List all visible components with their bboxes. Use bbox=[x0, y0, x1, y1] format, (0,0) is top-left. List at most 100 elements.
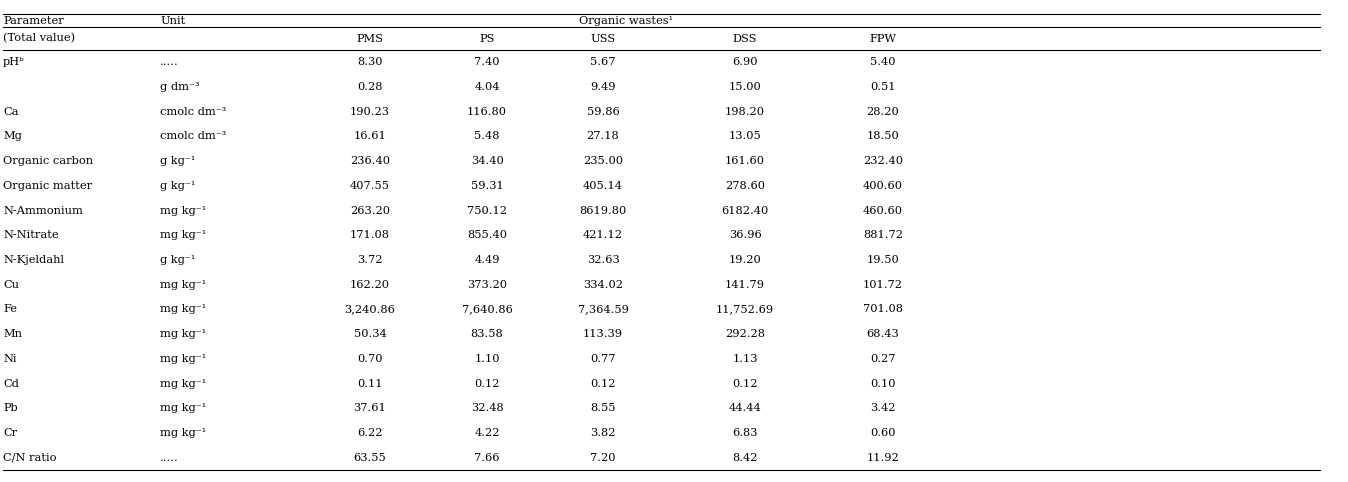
Text: 421.12: 421.12 bbox=[582, 230, 623, 241]
Text: 7.20: 7.20 bbox=[590, 453, 616, 463]
Text: pHᵇ: pHᵇ bbox=[3, 57, 24, 67]
Text: 15.00: 15.00 bbox=[729, 82, 762, 92]
Text: 37.61: 37.61 bbox=[353, 403, 387, 413]
Text: Ca: Ca bbox=[3, 107, 19, 117]
Text: 198.20: 198.20 bbox=[725, 107, 766, 117]
Text: 116.80: 116.80 bbox=[466, 107, 507, 117]
Text: 7,364.59: 7,364.59 bbox=[577, 305, 628, 314]
Text: 101.72: 101.72 bbox=[863, 280, 903, 290]
Text: Cd: Cd bbox=[3, 378, 19, 388]
Text: Mg: Mg bbox=[3, 132, 22, 142]
Text: 263.20: 263.20 bbox=[350, 206, 390, 215]
Text: C/N ratio: C/N ratio bbox=[3, 453, 57, 463]
Text: 68.43: 68.43 bbox=[867, 329, 899, 339]
Text: g kg⁻¹: g kg⁻¹ bbox=[160, 156, 195, 166]
Text: g kg⁻¹: g kg⁻¹ bbox=[160, 255, 195, 265]
Text: 400.60: 400.60 bbox=[863, 181, 903, 191]
Text: 1.13: 1.13 bbox=[732, 354, 758, 364]
Text: 1.10: 1.10 bbox=[474, 354, 500, 364]
Text: 27.18: 27.18 bbox=[586, 132, 619, 142]
Text: 18.50: 18.50 bbox=[867, 132, 899, 142]
Text: 0.28: 0.28 bbox=[357, 82, 383, 92]
Text: g dm⁻³: g dm⁻³ bbox=[160, 82, 200, 92]
Text: (Total value): (Total value) bbox=[3, 33, 75, 44]
Text: 59.31: 59.31 bbox=[470, 181, 503, 191]
Text: mg kg⁻¹: mg kg⁻¹ bbox=[160, 378, 206, 388]
Text: 0.12: 0.12 bbox=[474, 378, 500, 388]
Text: 83.58: 83.58 bbox=[470, 329, 503, 339]
Text: 34.40: 34.40 bbox=[470, 156, 503, 166]
Text: 0.77: 0.77 bbox=[590, 354, 616, 364]
Text: 334.02: 334.02 bbox=[582, 280, 623, 290]
Text: 8.30: 8.30 bbox=[357, 57, 383, 67]
Text: 460.60: 460.60 bbox=[863, 206, 903, 215]
Text: 7.40: 7.40 bbox=[474, 57, 500, 67]
Text: Fe: Fe bbox=[3, 305, 18, 314]
Text: 235.00: 235.00 bbox=[582, 156, 623, 166]
Text: 141.79: 141.79 bbox=[725, 280, 766, 290]
Text: 6.22: 6.22 bbox=[357, 428, 383, 438]
Text: 5.67: 5.67 bbox=[590, 57, 616, 67]
Text: 8.42: 8.42 bbox=[732, 453, 758, 463]
Text: 5.48: 5.48 bbox=[474, 132, 500, 142]
Text: 16.61: 16.61 bbox=[353, 132, 387, 142]
Text: 9.49: 9.49 bbox=[590, 82, 616, 92]
Text: 4.04: 4.04 bbox=[474, 82, 500, 92]
Text: Parameter: Parameter bbox=[3, 15, 63, 26]
Text: 3.72: 3.72 bbox=[357, 255, 383, 265]
Text: 6182.40: 6182.40 bbox=[721, 206, 768, 215]
Text: USS: USS bbox=[590, 34, 616, 43]
Text: 0.10: 0.10 bbox=[871, 378, 896, 388]
Text: mg kg⁻¹: mg kg⁻¹ bbox=[160, 403, 206, 413]
Text: 3.82: 3.82 bbox=[590, 428, 616, 438]
Text: mg kg⁻¹: mg kg⁻¹ bbox=[160, 428, 206, 438]
Text: g kg⁻¹: g kg⁻¹ bbox=[160, 181, 195, 191]
Text: 162.20: 162.20 bbox=[350, 280, 390, 290]
Text: 50.34: 50.34 bbox=[353, 329, 387, 339]
Text: mg kg⁻¹: mg kg⁻¹ bbox=[160, 230, 206, 241]
Text: N-Nitrate: N-Nitrate bbox=[3, 230, 58, 241]
Text: mg kg⁻¹: mg kg⁻¹ bbox=[160, 280, 206, 290]
Text: N-Ammonium: N-Ammonium bbox=[3, 206, 82, 215]
Text: 5.40: 5.40 bbox=[871, 57, 896, 67]
Text: 11.92: 11.92 bbox=[867, 453, 899, 463]
Text: 113.39: 113.39 bbox=[582, 329, 623, 339]
Text: 881.72: 881.72 bbox=[863, 230, 903, 241]
Text: cmolᴄ dm⁻³: cmolᴄ dm⁻³ bbox=[160, 132, 226, 142]
Text: 19.20: 19.20 bbox=[729, 255, 762, 265]
Text: FPW: FPW bbox=[869, 34, 896, 43]
Text: 7,640.86: 7,640.86 bbox=[461, 305, 512, 314]
Text: 373.20: 373.20 bbox=[466, 280, 507, 290]
Text: DSS: DSS bbox=[733, 34, 758, 43]
Text: mg kg⁻¹: mg kg⁻¹ bbox=[160, 206, 206, 215]
Text: Unit: Unit bbox=[160, 15, 185, 26]
Text: N-Kjeldahl: N-Kjeldahl bbox=[3, 255, 63, 265]
Text: Organic carbon: Organic carbon bbox=[3, 156, 93, 166]
Text: 0.70: 0.70 bbox=[357, 354, 383, 364]
Text: 28.20: 28.20 bbox=[867, 107, 899, 117]
Text: 63.55: 63.55 bbox=[353, 453, 387, 463]
Text: 7.66: 7.66 bbox=[474, 453, 500, 463]
Text: 190.23: 190.23 bbox=[350, 107, 390, 117]
Text: Ni: Ni bbox=[3, 354, 16, 364]
Text: 0.51: 0.51 bbox=[871, 82, 896, 92]
Text: mg kg⁻¹: mg kg⁻¹ bbox=[160, 329, 206, 339]
Text: 8.55: 8.55 bbox=[590, 403, 616, 413]
Text: 161.60: 161.60 bbox=[725, 156, 766, 166]
Text: Cu: Cu bbox=[3, 280, 19, 290]
Text: PS: PS bbox=[480, 34, 495, 43]
Text: 11,752.69: 11,752.69 bbox=[716, 305, 774, 314]
Text: .....: ..... bbox=[160, 57, 179, 67]
Text: 19.50: 19.50 bbox=[867, 255, 899, 265]
Text: 4.22: 4.22 bbox=[474, 428, 500, 438]
Text: 750.12: 750.12 bbox=[466, 206, 507, 215]
Text: PMS: PMS bbox=[356, 34, 383, 43]
Text: Mn: Mn bbox=[3, 329, 22, 339]
Text: Cr: Cr bbox=[3, 428, 18, 438]
Text: 0.12: 0.12 bbox=[732, 378, 758, 388]
Text: 6.83: 6.83 bbox=[732, 428, 758, 438]
Text: 236.40: 236.40 bbox=[350, 156, 390, 166]
Text: 4.49: 4.49 bbox=[474, 255, 500, 265]
Text: 3,240.86: 3,240.86 bbox=[345, 305, 395, 314]
Text: 855.40: 855.40 bbox=[466, 230, 507, 241]
